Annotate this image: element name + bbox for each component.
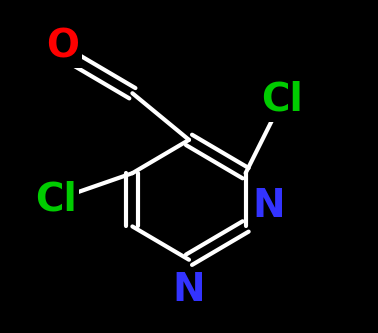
Text: O: O <box>46 28 79 66</box>
Text: Cl: Cl <box>35 181 77 219</box>
Text: N: N <box>173 271 205 309</box>
Text: Cl: Cl <box>261 81 303 119</box>
Text: N: N <box>253 187 285 225</box>
